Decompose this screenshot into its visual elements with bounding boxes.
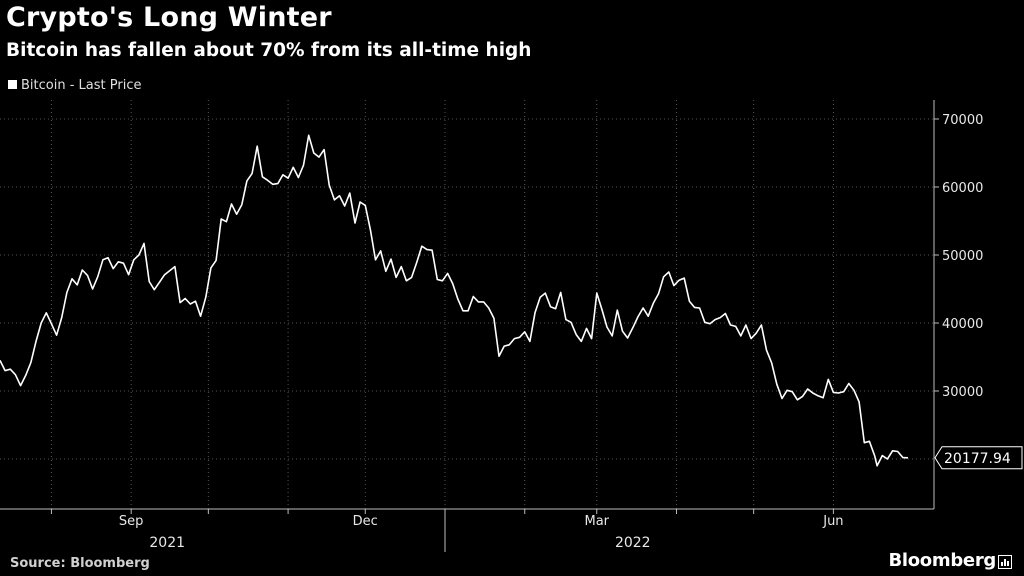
bar-chart-icon (998, 555, 1012, 569)
last-price-label: 20177.94 (944, 451, 1011, 467)
legend-swatch (8, 80, 17, 89)
y-tick-label: 70000 (942, 113, 983, 128)
year-label: 2022 (615, 535, 651, 551)
x-tick-label: Sep (119, 514, 144, 529)
bitcoin-price-line (0, 134, 909, 467)
x-tick-label: Dec (353, 514, 378, 529)
legend: Bitcoin - Last Price (8, 78, 141, 93)
year-label: 2021 (149, 535, 185, 551)
chart-subtitle: Bitcoin has fallen about 70% from its al… (6, 40, 532, 61)
legend-label: Bitcoin - Last Price (21, 78, 142, 93)
y-tick-label: 50000 (942, 249, 983, 264)
y-tick-label: 30000 (942, 385, 983, 400)
chart-title: Crypto's Long Winter (6, 2, 332, 33)
x-tick-label: Mar (584, 514, 609, 529)
y-tick-label: 40000 (942, 317, 983, 332)
last-price-box (934, 446, 1023, 470)
x-tick-label: Jun (822, 514, 843, 529)
bloomberg-logo: Bloomberg (888, 550, 996, 571)
y-tick-label: 60000 (942, 181, 983, 196)
source-note: Source: Bloomberg (10, 556, 150, 571)
